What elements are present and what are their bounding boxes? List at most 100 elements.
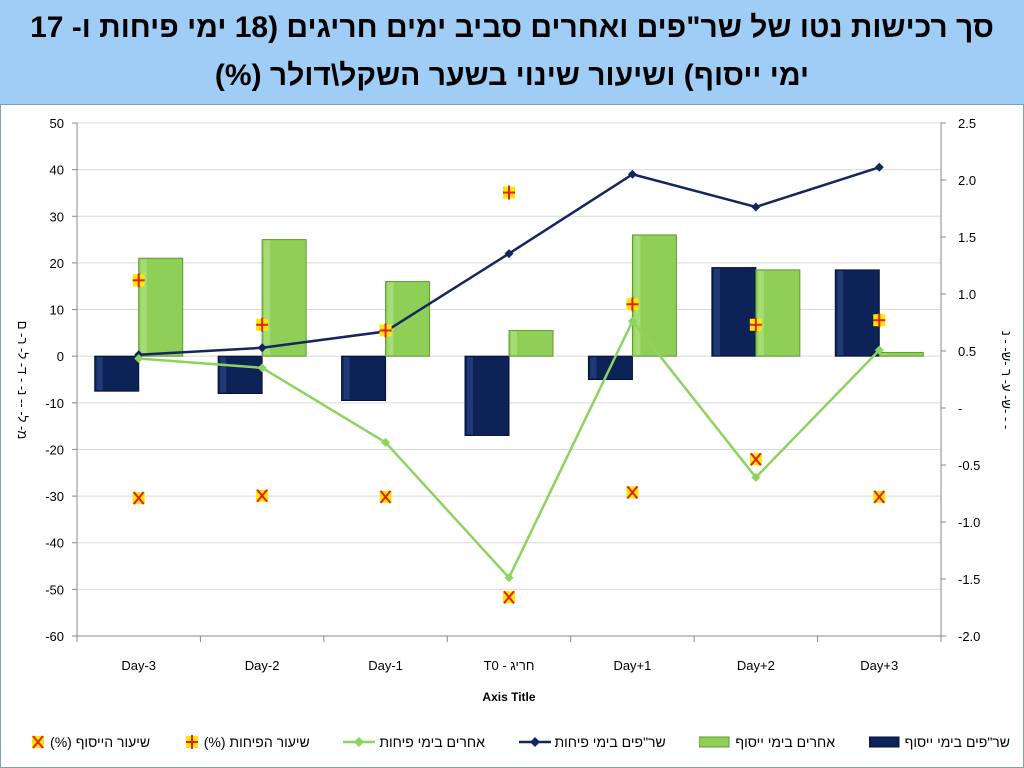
chart-title: סך רכישות נטו של שר"פים ואחרים סביב ימים… — [30, 11, 994, 92]
plus-marker — [873, 313, 886, 328]
right-tick-label: 2.5 — [958, 116, 976, 131]
x-marker — [873, 490, 886, 504]
legend-label: שר"פים בימי פיחות — [554, 734, 666, 750]
marker-stroke — [132, 491, 145, 505]
legend-item: אחרים בימי פיחות — [343, 734, 485, 750]
category-label: Day-3 — [121, 658, 156, 673]
line-point — [751, 202, 761, 212]
bar-highlight — [343, 357, 350, 400]
plus-marker — [256, 317, 269, 332]
legend-item: שיעור הפיחות (%) — [184, 734, 310, 750]
right-tick-label: -2.0 — [958, 629, 980, 644]
x-marker — [379, 490, 392, 504]
bar-highlight — [264, 240, 271, 356]
legend-label: שיעור הייסוף (%) — [50, 734, 151, 750]
bar-highlight — [881, 353, 888, 356]
marker-stroke — [379, 490, 392, 504]
legend-swatch-point — [529, 737, 540, 747]
right-tick-label: 2.0 — [958, 173, 976, 188]
line-point — [627, 316, 637, 326]
left-tick-label: 20 — [50, 256, 64, 271]
bar-highlight — [387, 282, 394, 356]
left-tick-label: -60 — [45, 629, 64, 644]
legend-label: אחרים בימי ייסוף — [735, 734, 836, 750]
bar-highlight — [96, 357, 103, 391]
bar-group — [217, 355, 263, 394]
category-label: Day-2 — [245, 658, 280, 673]
x-marker — [749, 452, 762, 466]
category-label: Day+3 — [860, 658, 898, 673]
legend: שר"פים בימי ייסוף אחרים בימי ייסוף שר"פים … — [30, 731, 1010, 753]
category-label: T0 - חריג — [484, 658, 535, 673]
legend-swatch-bar — [699, 736, 730, 748]
y-axis-title: מ- ל- -- נ- - ד- ל- ר- ם — [15, 321, 30, 440]
plus-marker — [749, 317, 762, 332]
x-axis-title: Axis Title — [482, 690, 535, 704]
bar-highlight — [590, 357, 597, 379]
line-point — [134, 354, 144, 364]
bar-group — [94, 355, 140, 392]
category-label: Day+2 — [737, 658, 775, 673]
bar-group — [755, 269, 801, 357]
bar-highlight — [511, 331, 517, 356]
plus-marker — [503, 185, 515, 200]
bar-highlight — [140, 259, 147, 356]
category-label: Day-1 — [368, 658, 403, 673]
legend-swatch — [699, 736, 730, 748]
x-marker — [132, 491, 145, 505]
plus-marker — [132, 273, 145, 288]
bar-highlight — [713, 268, 720, 356]
bar-group — [878, 351, 924, 357]
right-tick-label: -1.5 — [958, 572, 980, 587]
legend-swatch-bar — [868, 736, 900, 748]
title-banner — [0, 0, 1024, 104]
line-point — [257, 363, 267, 373]
legend-swatch — [518, 737, 551, 747]
left-tick-label: -20 — [45, 442, 64, 457]
category-labels: Day-3 Day-2 Day-1 T0 - חריג Day+1 Day+2 Day+3 — [121, 658, 898, 673]
plus-marker — [626, 297, 639, 312]
marker-stroke — [750, 452, 762, 466]
line-point — [874, 345, 884, 355]
left-tick-label: -50 — [45, 582, 64, 597]
legend-item: שר"פים בימי ייסוף — [868, 734, 1010, 750]
line-point — [751, 472, 761, 482]
left-tick-label: 10 — [50, 303, 64, 318]
marker-stroke — [626, 485, 639, 500]
x-marker — [626, 485, 639, 500]
bar-highlight — [837, 270, 844, 356]
legend-swatch-stroke — [32, 735, 44, 749]
legend-label: שיעור הפיחות (%) — [203, 734, 310, 750]
bar-group — [711, 267, 757, 357]
bar-group — [508, 330, 554, 357]
right-tick-label: - — [958, 401, 962, 416]
x-marker — [503, 590, 515, 604]
bar-highlight — [757, 270, 764, 356]
category-label: Day+1 — [613, 658, 651, 673]
legend-swatch — [343, 737, 376, 747]
line-point — [874, 162, 884, 172]
legend-swatch — [32, 735, 45, 749]
marker-stroke — [873, 490, 886, 504]
bar-highlight — [220, 357, 227, 393]
lines — [134, 162, 884, 583]
y2-axis-title: ש- ע- ר -ש- - נ- - - — [999, 331, 1014, 429]
left-tick-label: 50 — [50, 116, 64, 131]
line-point — [627, 169, 637, 179]
left-tick-label: 30 — [50, 209, 64, 224]
legend-item: אחרים בימי ייסוף — [699, 734, 835, 750]
bar-group — [834, 269, 880, 357]
right-tick-label: 1.0 — [958, 287, 976, 302]
line-point — [381, 437, 391, 447]
left-tick-label: -10 — [45, 396, 64, 411]
right-tick-label: -0.5 — [958, 458, 980, 473]
left-tick-label: -30 — [45, 489, 64, 504]
left-tick-label: 40 — [50, 163, 64, 178]
legend-item: שיעור הייסוף (%) — [30, 734, 150, 750]
legend-label: שר"פים בימי ייסוף — [904, 734, 1010, 750]
bar-group — [341, 355, 387, 401]
bar-group — [464, 355, 510, 436]
marker-stroke — [256, 489, 268, 503]
bar-group — [138, 257, 184, 357]
left-axis-ticks: 50 40 30 20 10 0 -10 -20 -30 -40 -50 -60 — [45, 116, 64, 644]
